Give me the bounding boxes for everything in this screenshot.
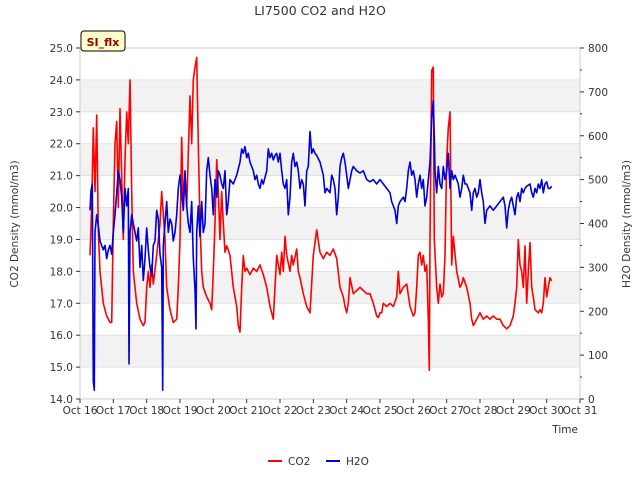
series-line-co2 [89, 56, 553, 372]
grid-band [80, 79, 580, 112]
x-tick-label: Oct 23 [296, 405, 331, 417]
y-tick-label: 19.0 [50, 234, 73, 246]
y2-tick-label: 700 [588, 87, 608, 99]
y-tick-label: 18.0 [50, 266, 73, 278]
series-layer [89, 56, 553, 391]
grid-bands [80, 48, 580, 399]
x-tick-label: Oct 20 [196, 405, 231, 417]
x-tick-label: Oct 26 [396, 405, 431, 417]
y-tick-label: 24.0 [50, 75, 73, 87]
x-axis-label: Time [551, 424, 578, 436]
grid-band [80, 48, 580, 80]
legend-label-h2o: H2O [346, 456, 369, 468]
grid-band [80, 111, 580, 144]
y2-tick-label: 800 [588, 43, 608, 55]
y-tick-label: 17.0 [50, 298, 73, 310]
y-tick-label: 20.0 [50, 203, 73, 215]
x-tick-label: Oct 22 [263, 405, 298, 417]
y-tick-label: 21.0 [50, 171, 73, 183]
grid-band [80, 367, 580, 399]
y2-tick-label: 100 [588, 350, 608, 362]
grid-band [80, 303, 580, 336]
grid-band [80, 143, 580, 176]
chart-title: LI7500 CO2 and H2O [254, 3, 386, 18]
y2-axis-label: H2O Density (mmol/m3) [621, 160, 633, 288]
y2-tick-label: 600 [588, 131, 608, 143]
x-tick-label: Oct 18 [129, 405, 164, 417]
y-tick-label: 16.0 [50, 330, 73, 342]
legend: CO2 H2O [268, 456, 369, 468]
badge-box [80, 30, 126, 52]
badge: SI_flx [80, 30, 126, 52]
badge-label: SI_flx [87, 36, 120, 49]
x-tick-label: Oct 16 [63, 405, 98, 417]
grid-band [80, 335, 580, 368]
x-tick-label: Oct 28 [463, 405, 498, 417]
y2-tick-label: 0 [588, 394, 595, 406]
y-axis-label: CO2 Density (mmol/m3) [9, 160, 21, 287]
y-tick-label: 14.0 [50, 394, 73, 406]
x-tick-label: Oct 17 [96, 405, 131, 417]
y-tick-label: 22.0 [50, 139, 73, 151]
y-tick-label: 25.0 [50, 43, 73, 55]
y2-tick-label: 300 [588, 262, 608, 274]
x-tick-label: Oct 29 [496, 405, 531, 417]
y-tick-label: 15.0 [50, 362, 73, 374]
x-tick-label: Oct 27 [429, 405, 464, 417]
y2-tick-label: 200 [588, 306, 608, 318]
legend-label-co2: CO2 [288, 456, 310, 468]
x-tick-label: Oct 21 [229, 405, 264, 417]
series-line-h2o [89, 99, 553, 391]
x-tick-label: Oct 19 [163, 405, 198, 417]
x-tick-label: Oct 24 [329, 405, 364, 417]
y2-tick-label: 500 [588, 175, 608, 187]
y-tick-label: 23.0 [50, 107, 73, 119]
x-tick-label: Oct 25 [363, 405, 398, 417]
x-tick-label: Oct 30 [529, 405, 564, 417]
x-tick-label: Oct 31 [563, 405, 598, 417]
y2-tick-label: 400 [588, 219, 608, 231]
